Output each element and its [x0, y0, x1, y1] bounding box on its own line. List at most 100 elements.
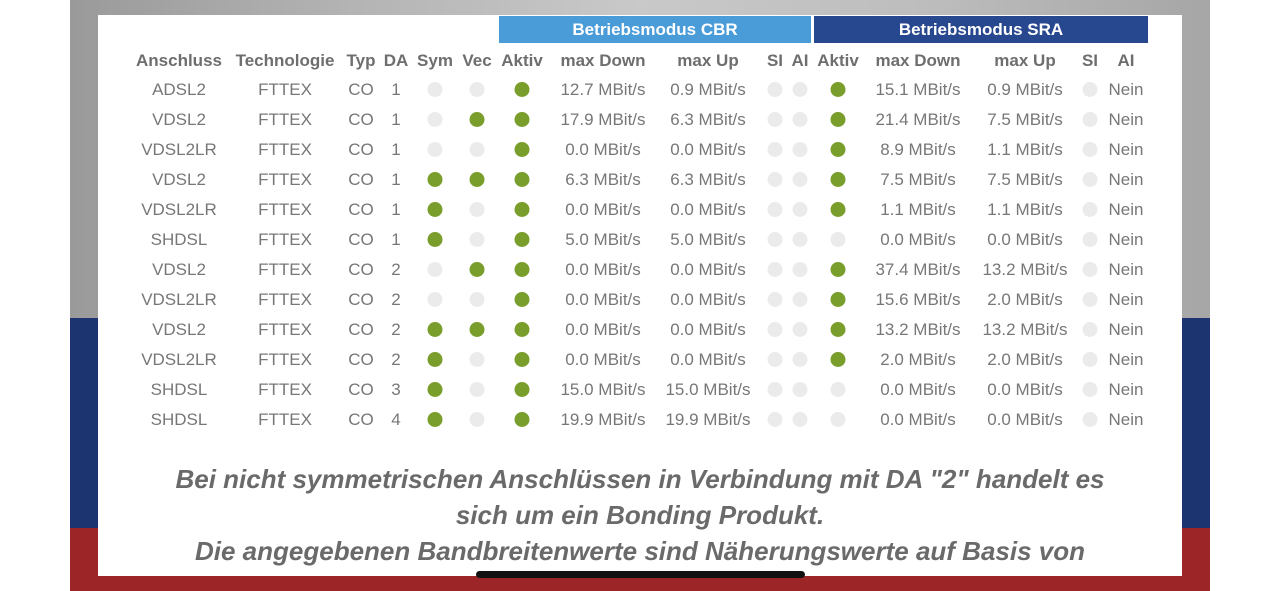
column-header-sra-ai: AI: [1117, 51, 1135, 70]
cell-technologie: FTTEX: [258, 410, 312, 429]
cell-typ: CO: [348, 170, 374, 189]
status-dot-sra-aktiv: [830, 112, 846, 127]
header-betriebsmodus-cbr: Betriebsmodus CBR: [499, 16, 811, 43]
cell-sra-ai: Nein: [1108, 290, 1144, 309]
status-dot-sym: [427, 202, 443, 217]
cell-cbr-up: 0.0 MBit/s: [670, 140, 746, 159]
status-dot-sra-si: [1082, 142, 1098, 157]
cell-cbr-up: 0.0 MBit/s: [670, 320, 746, 339]
status-dot-cbr-aktiv: [514, 142, 530, 157]
status-dot-sym: [427, 292, 443, 307]
cell-cbr-down: 5.0 MBit/s: [565, 230, 641, 249]
status-dot-sra-si: [1082, 112, 1098, 127]
status-dot-cbr-si: [767, 382, 783, 397]
column-header-da: DA: [383, 51, 409, 70]
status-dot-sra-si: [1082, 82, 1098, 97]
footnote-line-2: sich um ein Bonding Produkt.: [455, 500, 825, 530]
status-dot-cbr-aktiv: [514, 172, 530, 187]
status-dot-cbr-aktiv: [514, 412, 530, 427]
status-dot-sra-aktiv: [830, 412, 846, 427]
column-header-sra-max-up: max Up: [994, 51, 1056, 70]
cell-sra-down: 37.4 MBit/s: [875, 260, 961, 279]
status-dot-sra-aktiv: [830, 142, 846, 157]
cell-cbr-down: 12.7 MBit/s: [560, 80, 646, 99]
cell-sra-down: 2.0 MBit/s: [880, 350, 956, 369]
status-dot-vec: [469, 172, 485, 187]
status-dot-vec: [469, 232, 485, 247]
status-dot-sym: [427, 112, 443, 127]
cell-typ: CO: [348, 110, 374, 129]
cell-da: 1: [391, 170, 401, 189]
status-dot-sra-si: [1082, 382, 1098, 397]
cell-cbr-up: 6.3 MBit/s: [670, 110, 746, 129]
status-dot-cbr-aktiv: [514, 202, 530, 217]
cell-cbr-down: 19.9 MBit/s: [560, 410, 646, 429]
column-header-technologie: Technologie: [235, 51, 335, 70]
cell-technologie: FTTEX: [258, 170, 312, 189]
cell-sra-down: 0.0 MBit/s: [880, 410, 956, 429]
cell-sra-down: 15.6 MBit/s: [875, 290, 961, 309]
cell-sra-up: 0.0 MBit/s: [987, 410, 1063, 429]
column-header-vec: Vec: [462, 51, 492, 70]
cell-technologie: FTTEX: [258, 380, 312, 399]
status-dot-cbr-aktiv: [514, 292, 530, 307]
cell-da: 1: [391, 140, 401, 159]
status-dot-cbr-ai: [792, 172, 808, 187]
cell-sra-up: 7.5 MBit/s: [987, 170, 1063, 189]
status-dot-sym: [427, 262, 443, 277]
cell-anschluss: VDSL2: [152, 320, 206, 339]
cell-cbr-down: 15.0 MBit/s: [560, 380, 646, 399]
cell-cbr-up: 19.9 MBit/s: [665, 410, 751, 429]
status-dot-sym: [427, 142, 443, 157]
cell-cbr-up: 6.3 MBit/s: [670, 170, 746, 189]
status-dot-sra-aktiv: [830, 322, 846, 337]
status-dot-sra-si: [1082, 172, 1098, 187]
cell-sra-down: 0.0 MBit/s: [880, 380, 956, 399]
status-dot-cbr-si: [767, 202, 783, 217]
cell-da: 1: [391, 230, 401, 249]
cell-technologie: FTTEX: [258, 200, 312, 219]
status-dot-vec: [469, 262, 485, 277]
status-dot-cbr-si: [767, 292, 783, 307]
cell-cbr-up: 15.0 MBit/s: [665, 380, 751, 399]
cell-sra-up: 0.0 MBit/s: [987, 380, 1063, 399]
footnote-line-3: Die angegebenen Bandbreitenwerte sind Nä…: [195, 536, 1085, 566]
cell-typ: CO: [348, 410, 374, 429]
status-dot-cbr-ai: [792, 352, 808, 367]
status-dot-cbr-si: [767, 142, 783, 157]
cell-da: 2: [391, 290, 401, 309]
cell-sra-up: 1.1 MBit/s: [987, 200, 1063, 219]
cell-anschluss: VDSL2LR: [141, 290, 217, 309]
cell-sra-ai: Nein: [1108, 140, 1144, 159]
cell-sra-up: 13.2 MBit/s: [982, 320, 1068, 339]
cell-typ: CO: [348, 350, 374, 369]
column-header-cbr-si: SI: [766, 51, 784, 70]
cell-da: 1: [391, 200, 401, 219]
cell-technologie: FTTEX: [258, 260, 312, 279]
cell-sra-ai: Nein: [1108, 260, 1144, 279]
cell-da: 2: [391, 260, 401, 279]
cell-anschluss: VDSL2: [152, 170, 206, 189]
column-header-sra-aktiv: Aktiv: [817, 51, 859, 70]
status-dot-sra-aktiv: [830, 232, 846, 247]
status-dot-cbr-ai: [792, 142, 808, 157]
cell-typ: CO: [348, 140, 374, 159]
cell-typ: CO: [348, 290, 374, 309]
cell-anschluss: SHDSL: [150, 410, 208, 429]
cell-anschluss: SHDSL: [150, 380, 208, 399]
status-dot-cbr-aktiv: [514, 352, 530, 367]
cell-cbr-down: 6.3 MBit/s: [565, 170, 641, 189]
cell-cbr-up: 0.0 MBit/s: [670, 260, 746, 279]
column-header-cbr-ai: AI: [791, 51, 809, 70]
status-dot-sra-si: [1082, 292, 1098, 307]
home-indicator[interactable]: [476, 571, 805, 578]
footnote-line-1: Bei nicht symmetrischen Anschlüssen in V…: [175, 464, 1105, 494]
status-dot-vec: [469, 112, 485, 127]
status-dot-cbr-aktiv: [514, 112, 530, 127]
status-dot-sra-si: [1082, 232, 1098, 247]
cell-typ: CO: [348, 200, 374, 219]
cell-cbr-down: 0.0 MBit/s: [565, 260, 641, 279]
left-margin: [0, 0, 70, 591]
cell-sra-up: 13.2 MBit/s: [982, 260, 1068, 279]
status-dot-cbr-ai: [792, 202, 808, 217]
